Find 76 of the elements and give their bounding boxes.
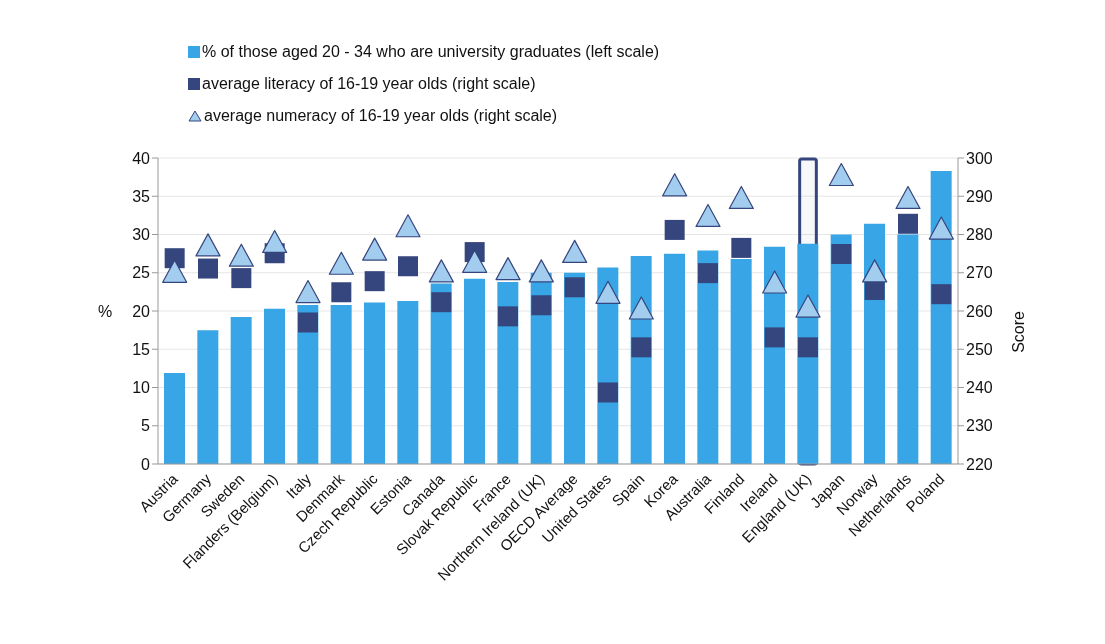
- bar: [197, 330, 219, 464]
- point: [695, 203, 721, 228]
- point: [895, 185, 921, 210]
- bar: [364, 302, 385, 464]
- point: [228, 243, 254, 267]
- point: [498, 306, 518, 327]
- point: [662, 173, 688, 197]
- y2-tick-label: 230: [966, 417, 993, 435]
- y2-tick-label: 250: [966, 340, 993, 358]
- point: [364, 271, 385, 292]
- y2-tick-label: 240: [966, 379, 993, 397]
- point: [798, 337, 818, 358]
- y-tick-label: 30: [132, 226, 151, 244]
- point: [231, 268, 252, 289]
- point: [428, 259, 454, 283]
- y2-tick-label: 270: [966, 264, 993, 282]
- point: [531, 295, 552, 316]
- point: [564, 277, 585, 298]
- y2-axis-title: Score: [1009, 310, 1027, 353]
- point: [762, 270, 788, 294]
- bar: [430, 283, 452, 464]
- point: [528, 259, 554, 283]
- y-tick-label: 10: [132, 379, 151, 397]
- legend-label: % of those aged 20 - 34 who are university graduates (left scale): [202, 43, 660, 61]
- point: [162, 259, 188, 283]
- bar: [230, 317, 252, 464]
- bar: [330, 304, 352, 464]
- point: [698, 263, 718, 284]
- point: [598, 382, 618, 403]
- legend-label: average numeracy of 16-19 year olds (right scale): [204, 107, 558, 125]
- point: [495, 257, 521, 281]
- point: [431, 292, 452, 313]
- y-tick-label: 5: [141, 417, 151, 435]
- point: [764, 327, 785, 348]
- bar: [730, 258, 752, 464]
- point: [664, 219, 685, 240]
- point: [362, 237, 388, 261]
- y2-tick-label: 280: [966, 226, 993, 244]
- point: [298, 312, 318, 333]
- point: [931, 284, 952, 305]
- y-axis-title: %: [98, 302, 113, 320]
- y-tick-label: 0: [141, 455, 151, 473]
- point: [728, 185, 754, 210]
- bar: [264, 308, 285, 464]
- point: [731, 237, 752, 258]
- y-tick-label: 20: [132, 302, 151, 320]
- point: [195, 233, 221, 257]
- point: [395, 214, 421, 238]
- point: [631, 337, 652, 358]
- bar: [397, 301, 419, 464]
- point: [928, 216, 954, 240]
- y-tick-label: 40: [132, 149, 151, 167]
- y2-tick-label: 290: [966, 187, 993, 205]
- bar: [664, 253, 685, 464]
- point: [398, 256, 418, 277]
- point: [828, 162, 854, 187]
- point: [862, 259, 888, 283]
- point: [262, 229, 288, 254]
- bar: [464, 278, 485, 464]
- bar: [697, 250, 719, 464]
- point: [198, 258, 218, 279]
- y2-tick-label: 220: [966, 455, 993, 473]
- point: [331, 282, 352, 303]
- y-tick-label: 15: [132, 340, 151, 358]
- y-tick-label: 25: [132, 264, 151, 282]
- bar: [164, 372, 185, 464]
- y2-tick-label: 300: [966, 149, 993, 167]
- point: [328, 251, 354, 275]
- bar: [564, 272, 585, 464]
- bar: [897, 234, 919, 464]
- bar: [830, 234, 852, 464]
- point: [462, 249, 488, 273]
- y2-tick-label: 260: [966, 302, 993, 320]
- y-tick-label: 35: [132, 187, 151, 205]
- point: [562, 239, 588, 263]
- legend-label: average literacy of 16-19 year olds (right scale): [202, 75, 536, 93]
